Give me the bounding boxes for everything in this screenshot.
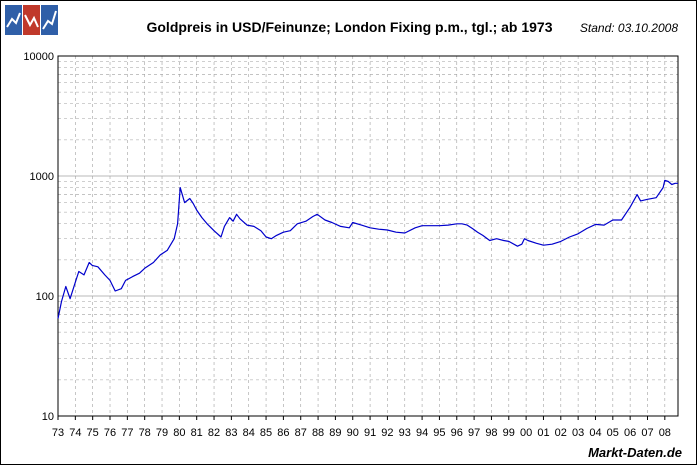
- y-tick-label: 1000: [30, 171, 54, 183]
- chart-title: Goldpreis in USD/Feinunze; London Fixing…: [146, 19, 553, 35]
- x-tick-label: 82: [208, 427, 220, 439]
- date-stamp: Stand: 03.10.2008: [579, 21, 678, 35]
- x-tick-label: 86: [277, 427, 289, 439]
- axes: [57, 55, 679, 420]
- y-tick-label: 100: [36, 291, 54, 303]
- x-tick-label: 99: [503, 427, 515, 439]
- x-tick-label: 78: [139, 427, 151, 439]
- tick-labels: 10 100 1000 10000 73 74 75 76 77 78 79 80 81 82 83 84 85…: [23, 51, 671, 439]
- x-tick-label: 94: [416, 427, 428, 439]
- x-tick-label: 98: [485, 427, 497, 439]
- x-tick-label: 79: [156, 427, 168, 439]
- x-tick-label: 73: [52, 427, 64, 439]
- x-tick-label: 00: [520, 427, 532, 439]
- plot-area-border: [57, 55, 679, 417]
- x-tick-label: 81: [191, 427, 203, 439]
- x-tick-label: 77: [121, 427, 133, 439]
- x-tick-label: 96: [451, 427, 463, 439]
- y-tick-label: 10000: [23, 51, 54, 63]
- x-tick-label: 04: [589, 427, 601, 439]
- x-tick-label: 05: [607, 427, 619, 439]
- x-tick-label: 08: [659, 427, 671, 439]
- x-tick-label: 75: [87, 427, 99, 439]
- x-tick-label: 87: [295, 427, 307, 439]
- x-tick-label: 97: [468, 427, 480, 439]
- x-tick-label: 06: [624, 427, 636, 439]
- x-tick-label: 93: [399, 427, 411, 439]
- x-tick-label: 03: [572, 427, 584, 439]
- x-tick-label: 92: [381, 427, 393, 439]
- x-tick-label: 88: [312, 427, 324, 439]
- series-layer: [57, 179, 678, 319]
- y-tick-label: 10: [42, 411, 54, 423]
- x-tick-label: 07: [641, 427, 653, 439]
- x-tick-label: 80: [173, 427, 185, 439]
- x-tick-label: 90: [347, 427, 359, 439]
- x-tick-label: 91: [364, 427, 376, 439]
- x-tick-label: 83: [225, 427, 237, 439]
- x-tick-label: 74: [69, 427, 81, 439]
- x-tick-label: 76: [104, 427, 116, 439]
- x-tick-label: 84: [243, 427, 255, 439]
- x-tick-label: 95: [433, 427, 445, 439]
- x-tick-label: 89: [329, 427, 341, 439]
- x-tick-label: 01: [537, 427, 549, 439]
- brand-label: Markt-Daten.de: [588, 445, 682, 460]
- chart-logo-icon: [5, 5, 58, 35]
- grid-lines: [57, 55, 678, 417]
- x-tick-label: 85: [260, 427, 272, 439]
- gold-price-line: [57, 179, 678, 319]
- x-tick-label: 02: [555, 427, 567, 439]
